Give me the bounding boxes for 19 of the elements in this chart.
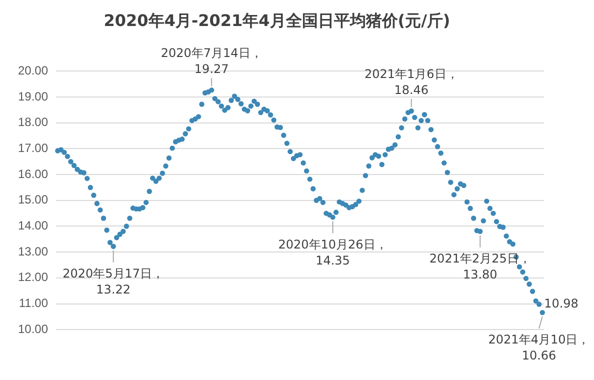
annotation: 2021年2月25日， 13.80 [429, 252, 531, 282]
annotation: 2021年1月6日， 18.46 [364, 67, 458, 98]
chart-title: 2020年4月-2021年4月全国日平均猪价(元/斤) [104, 10, 450, 30]
y-tick-label: 14.00 [18, 218, 48, 233]
y-tick-label: 12.00 [18, 270, 48, 284]
annotation: 2020年10月26日， 14.35 [278, 237, 388, 268]
annotation: 2020年5月17日， 13.22 [62, 266, 164, 297]
annotation: 2021年4月10日， 10.66 [488, 332, 590, 363]
y-tick-label: 20.00 [18, 64, 48, 78]
y-tick-label: 10.00 [18, 322, 48, 336]
data-label: 10.98 [544, 296, 578, 310]
y-tick-label: 15.00 [18, 192, 48, 207]
y-tick-label: 16.00 [18, 166, 48, 181]
y-tick-label: 17.00 [18, 141, 48, 156]
y-tick-label: 13.00 [18, 244, 48, 258]
y-tick-label: 11.00 [18, 296, 48, 310]
y-tick-label: 18.00 [18, 115, 48, 130]
annotation: 2020年7月14日， 19.27 [160, 46, 262, 76]
y-tick-label: 19.00 [18, 89, 48, 104]
